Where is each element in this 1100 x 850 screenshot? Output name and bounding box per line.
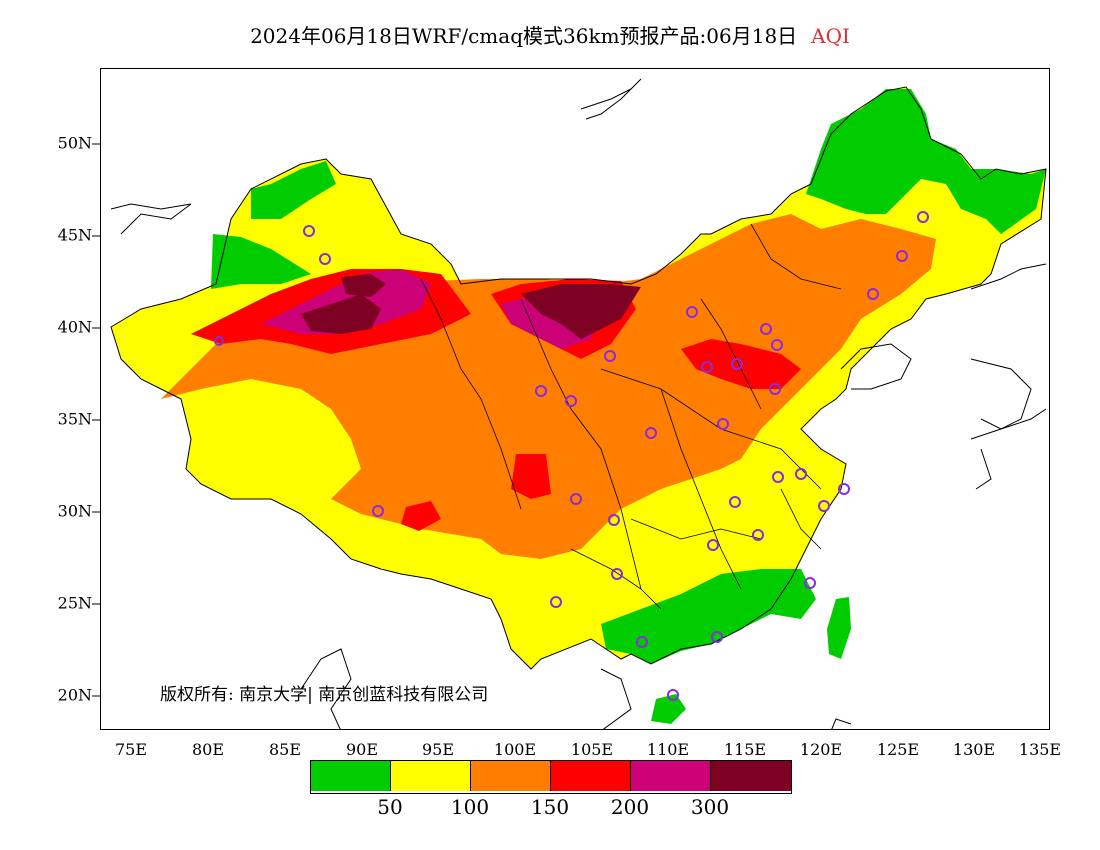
lat-label-20n: 20N [40, 686, 100, 705]
map-frame [100, 68, 1050, 730]
lon-label-125e: 125E [876, 740, 920, 759]
legend-label-200: 200 [610, 795, 650, 819]
tibet-unhealthy-spot [401, 501, 441, 531]
city-marker [795, 468, 807, 480]
city-marker [867, 288, 879, 300]
city-marker [717, 418, 729, 430]
city-marker [570, 493, 582, 505]
city-marker [804, 577, 816, 589]
city-marker [896, 250, 908, 262]
lon-label-85e: 85E [268, 740, 302, 759]
northwest-good-zone [251, 161, 336, 219]
city-marker [711, 631, 723, 643]
map-title: 2024年06月18日WRF/cmaq模式36km预报产品:06月18日 AQI [0, 20, 1100, 49]
title-main: 2024年06月18日WRF/cmaq模式36km预报产品:06月18日 [250, 24, 798, 48]
legend-swatch-good [311, 761, 391, 791]
city-marker [838, 483, 850, 495]
northeast-good-zone [806, 89, 1046, 234]
city-marker [608, 514, 620, 526]
legend-swatch-moderate [391, 761, 471, 791]
city-marker [214, 336, 224, 346]
china-border [110, 86, 1047, 670]
lon-label-135e: 135E [1018, 740, 1062, 759]
lon-label-120e: 120E [799, 740, 843, 759]
city-marker [772, 471, 784, 483]
alxa-hazardous-zone [521, 284, 641, 339]
legend-label-50: 50 [377, 795, 403, 819]
province-borders [420, 223, 842, 610]
lon-label-115e: 115E [723, 740, 767, 759]
south-good-zone [601, 569, 816, 664]
aqi-map [110, 78, 1047, 729]
lon-label-95e: 95E [421, 740, 455, 759]
city-marker [917, 211, 929, 223]
lon-label-80e: 80E [191, 740, 225, 759]
city-marker [565, 395, 577, 407]
city-marker [760, 323, 772, 335]
taklimakan-hazardous-spot [341, 274, 386, 297]
aqi-legend [310, 760, 792, 794]
city-marker [752, 529, 764, 541]
city-marker [303, 225, 315, 237]
city-marker [771, 339, 783, 351]
lat-label-40n: 40N [40, 318, 100, 337]
city-marker [769, 383, 781, 395]
hainan-island [651, 694, 686, 724]
city-marker [729, 496, 741, 508]
copyright-notice: 版权所有: 南京大学| 南京创蓝科技有限公司 [160, 685, 489, 705]
legend-label-300: 300 [690, 795, 730, 819]
city-marker [372, 505, 384, 517]
lat-label-45n: 45N [40, 226, 100, 245]
lat-label-30n: 30N [40, 502, 100, 521]
legend-swatch-usg [471, 761, 551, 791]
legend-swatch-hazardous [711, 761, 791, 791]
lon-label-105e: 105E [570, 740, 614, 759]
lat-label-25n: 25N [40, 594, 100, 613]
lon-label-110e: 110E [646, 740, 690, 759]
title-variable: AQI [811, 24, 850, 48]
ili-good-zone [211, 234, 311, 289]
city-marker [667, 689, 679, 701]
legend-swatch-very-unhealthy [631, 761, 711, 791]
sichuan-unhealthy-spot [511, 454, 551, 499]
lat-label-35n: 35N [40, 410, 100, 429]
city-marker [818, 500, 830, 512]
lon-label-75e: 75E [114, 740, 148, 759]
city-marker [686, 306, 698, 318]
city-marker [535, 385, 547, 397]
neighbouring-coastlines [110, 78, 1047, 729]
city-marker [707, 539, 719, 551]
lon-label-90e: 90E [345, 740, 379, 759]
legend-label-150: 150 [530, 795, 570, 819]
city-marker [604, 350, 616, 362]
city-marker [550, 596, 562, 608]
taklimakan-hazardous-zone [301, 294, 381, 334]
lon-label-130e: 130E [952, 740, 996, 759]
city-marker [319, 253, 331, 265]
city-marker [701, 361, 713, 373]
legend-swatch-unhealthy [551, 761, 631, 791]
taiwan-island [827, 597, 851, 659]
city-marker [731, 358, 743, 370]
city-markers [214, 211, 929, 701]
lat-label-50n: 50N [40, 134, 100, 153]
city-marker [636, 636, 648, 648]
legend-label-100: 100 [450, 795, 490, 819]
city-marker [645, 427, 657, 439]
lon-label-100e: 100E [493, 740, 537, 759]
city-marker [611, 568, 623, 580]
